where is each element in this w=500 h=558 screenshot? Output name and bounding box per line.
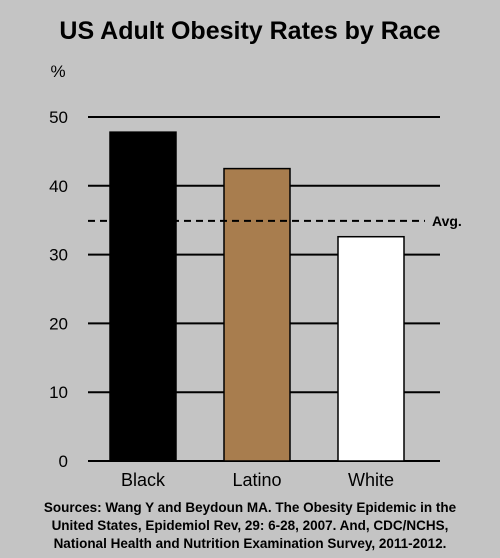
y-tick-label: 20 (49, 314, 68, 333)
x-tick-label: Black (121, 470, 166, 490)
bar-black (109, 131, 177, 462)
bar-latino (223, 167, 291, 462)
source-line: United States, Epidemiol Rev, 29: 6-28, … (52, 518, 449, 533)
y-tick-labels: 0 10 20 30 40 50 (49, 108, 68, 471)
source-line: National Health and Nutrition Examinatio… (54, 536, 447, 551)
y-tick-label: 50 (49, 108, 68, 127)
y-tick-label: 10 (49, 383, 68, 402)
source-note: Sources: Wang Y and Beydoun MA. The Obes… (44, 500, 457, 551)
y-tick-label: 40 (49, 177, 68, 196)
bars (109, 131, 405, 462)
y-tick-label: 0 (59, 452, 68, 471)
y-axis-unit-label: % (50, 62, 65, 81)
y-tick-label: 30 (49, 246, 68, 265)
source-line: Sources: Wang Y and Beydoun MA. The Obes… (44, 500, 457, 515)
chart-title: US Adult Obesity Rates by Race (59, 17, 440, 45)
bar-white (337, 235, 405, 462)
x-tick-labels: Black Latino White (121, 470, 394, 490)
average-label: Avg. (432, 213, 462, 229)
x-tick-label: Latino (232, 470, 281, 490)
x-tick-label: White (348, 470, 394, 490)
average-reference: Avg. (88, 213, 462, 229)
